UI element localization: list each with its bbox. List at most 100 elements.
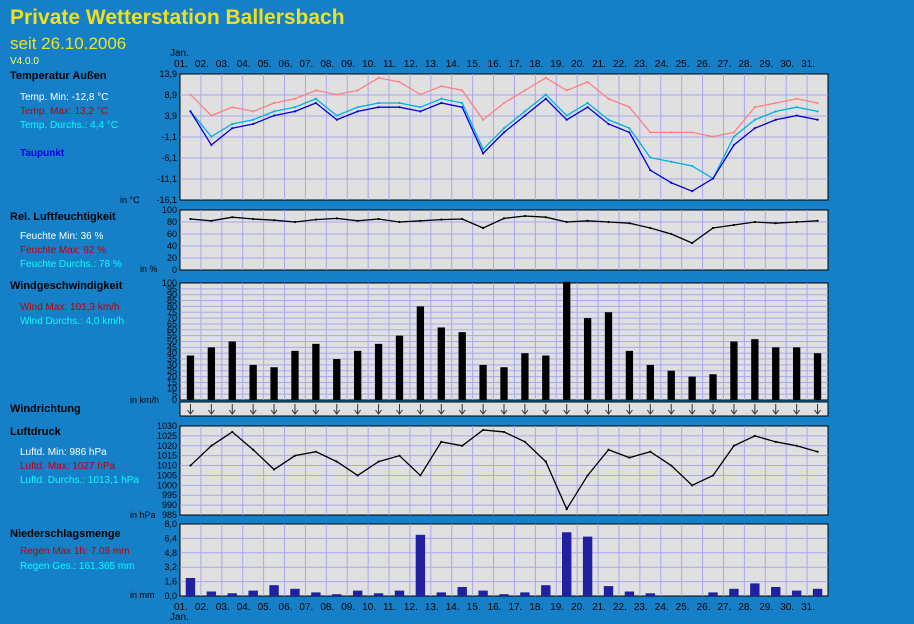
data-bar <box>603 586 614 596</box>
day-label-top: 12. <box>404 59 418 70</box>
data-point <box>252 448 255 451</box>
data-bar <box>812 588 823 596</box>
wind-arrow-head <box>500 409 508 415</box>
station-title: Private Wetterstation Ballersbach <box>10 6 345 29</box>
wind-section-title: Windgeschwindigkeit <box>10 280 123 292</box>
y-tick-label: 990 <box>162 500 177 510</box>
data-point <box>481 118 485 121</box>
data-point <box>461 101 464 105</box>
data-bar <box>374 343 383 400</box>
data-point <box>795 114 798 117</box>
data-bar <box>729 588 739 596</box>
data-bar <box>709 374 717 400</box>
day-label-top: 15. <box>467 59 481 70</box>
data-point <box>502 430 506 434</box>
data-point <box>649 156 652 159</box>
day-label-bottom: 18. <box>529 602 543 613</box>
data-point <box>210 114 213 117</box>
y-tick-label: 40 <box>167 348 177 358</box>
y-tick-label: 1,6 <box>164 577 177 587</box>
day-label-top: 08. <box>320 59 334 70</box>
data-point <box>607 118 610 121</box>
data-bar <box>270 367 278 400</box>
y-tick-label: 40 <box>167 241 177 251</box>
day-label-bottom: 07. <box>299 602 313 613</box>
plot-area <box>179 523 829 597</box>
data-point <box>816 450 819 453</box>
wind-arrow-head <box>479 409 487 415</box>
data-point <box>440 218 443 221</box>
data-point <box>523 89 527 92</box>
data-point <box>816 219 819 222</box>
data-bar <box>499 594 509 596</box>
data-bar <box>333 359 341 400</box>
data-bar <box>646 364 654 400</box>
y-tick-label: 3,9 <box>164 111 177 121</box>
data-point <box>272 114 276 117</box>
day-label-bottom: 13. <box>425 602 439 613</box>
humidity-avg-stat: Feuchte Durchs.: 78 % <box>20 259 122 270</box>
pressure-avg-stat: Luftd. Durchs.: 1013,1 hPa <box>20 475 139 486</box>
day-label-top: 20. <box>571 59 585 70</box>
data-bar <box>583 318 592 400</box>
data-point <box>293 454 297 457</box>
y-tick-label: 30 <box>167 360 177 370</box>
y-tick-label: 20 <box>167 253 177 263</box>
temperature-section-title: Temperatur Außen <box>10 70 107 82</box>
day-label-bottom: 17. <box>508 602 522 613</box>
day-label-top: 26. <box>697 59 711 70</box>
data-point <box>231 106 234 109</box>
pressure-min-stat: Luftd. Min: 986 hPa <box>20 447 107 458</box>
day-label-bottom: 01. <box>174 602 188 613</box>
data-point <box>607 97 610 100</box>
data-bar <box>582 536 593 596</box>
y-tick-label: 0 <box>172 265 177 275</box>
data-bar <box>562 532 572 596</box>
data-bar <box>645 593 656 596</box>
data-point <box>293 97 297 100</box>
rain-unit: in mm <box>130 590 155 600</box>
day-label-bottom: 16. <box>488 602 502 613</box>
day-label-top: 01. <box>174 59 188 70</box>
wind-direction-title: Windrichtung <box>10 403 81 415</box>
y-tick-label: 25 <box>167 366 177 376</box>
y-tick-label: 1030 <box>157 421 177 431</box>
day-label-bottom: 04. <box>237 602 251 613</box>
data-point <box>210 135 213 138</box>
data-point <box>272 468 276 471</box>
data-point <box>252 122 255 126</box>
wind-arrow-head <box>772 409 780 415</box>
y-tick-label: 5 <box>172 389 177 399</box>
data-point <box>461 106 464 109</box>
data-bar <box>206 591 217 596</box>
rain-total-stat: Regen Ges.: 161,365 mm <box>20 561 135 572</box>
y-tick-label: 1020 <box>157 441 177 451</box>
temp-min-stat: Temp. Min: -12,8 °C <box>20 92 109 103</box>
day-label-top: 14. <box>446 59 460 70</box>
day-label-top: 03. <box>216 59 230 70</box>
day-label-top: 04. <box>237 59 251 70</box>
data-point <box>732 444 736 447</box>
wind-arrow-head <box>396 409 403 415</box>
data-bar <box>541 585 551 596</box>
y-tick-label: -6,1 <box>161 153 177 163</box>
data-point <box>795 106 798 109</box>
data-point <box>461 217 464 221</box>
data-point <box>210 444 213 447</box>
data-bar <box>269 585 279 596</box>
y-tick-label: 3,2 <box>164 562 177 572</box>
data-point <box>565 114 568 117</box>
data-point <box>440 97 443 100</box>
data-point <box>711 474 715 477</box>
data-point <box>586 474 589 477</box>
wind-arrow-head <box>605 409 612 415</box>
data-point <box>231 127 234 130</box>
data-point <box>377 101 380 105</box>
day-label-top: 30. <box>780 59 794 70</box>
data-point <box>607 448 610 451</box>
data-bar <box>437 327 445 400</box>
data-point <box>816 101 819 105</box>
wind-arrow-head <box>793 409 801 415</box>
temp-max-stat: Temp. Max: 13,2 °C <box>20 106 108 117</box>
